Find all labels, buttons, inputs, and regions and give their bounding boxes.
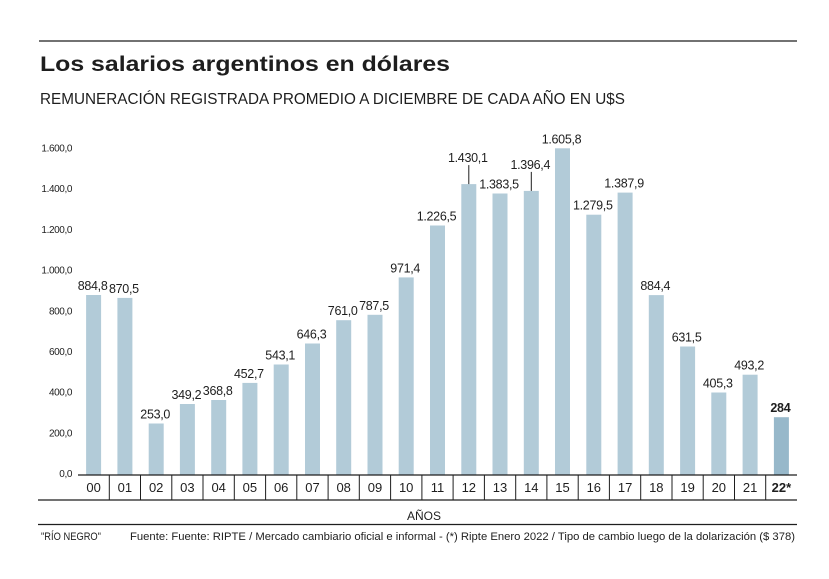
value-label: 884,8	[78, 279, 108, 293]
value-label: 884,4	[640, 279, 670, 293]
value-label: 1.396,4	[510, 158, 550, 172]
category-labels: 00 01 02 03 04 05 06 07 08 09 10 11 12 13 14 15 16 17 18 19…	[86, 475, 792, 500]
x-tick-label: 03	[180, 480, 194, 495]
x-axis	[38, 474, 797, 501]
x-axis-title: AÑOS	[407, 509, 441, 523]
y-axis-ticks: 0,0 200,0 400,0 600,0 800,0 1.000,0 1.200,0 1.4…	[41, 144, 73, 481]
x-tick-label: 14	[524, 480, 538, 495]
x-tick-label: 15	[555, 480, 569, 495]
x-tick-label: 19	[680, 480, 694, 495]
bar-14	[523, 190, 539, 475]
bar-02	[148, 423, 164, 475]
value-label: 452,7	[234, 367, 264, 381]
bar-16	[586, 214, 602, 475]
x-tick-label: 20	[712, 480, 726, 495]
y-tick-label: 200,0	[49, 428, 73, 439]
bar-19	[680, 346, 696, 475]
value-label: 493,2	[734, 359, 764, 373]
value-label: 1.383,5	[479, 178, 519, 192]
y-tick-label: 600,0	[49, 347, 73, 358]
bar-17	[617, 192, 633, 475]
x-tick-label: 16	[587, 480, 601, 495]
x-tick-label: 21	[743, 480, 757, 495]
bar-15	[555, 148, 570, 476]
y-tick-label: 1.000,0	[41, 266, 72, 277]
x-tick-label: 06	[274, 480, 288, 495]
value-label: 1.279,5	[573, 199, 613, 213]
y-tick-label: 1.200,0	[41, 225, 72, 236]
footer-source: Fuente: Fuente: RIPTE / Mercado cambiari…	[130, 531, 795, 543]
y-tick-label: 800,0	[49, 306, 73, 317]
bar-00	[86, 295, 102, 475]
x-tick-label: 18	[649, 480, 663, 495]
value-label: 253,0	[140, 408, 170, 422]
footer-credit: "RÍO NEGRO"	[41, 530, 101, 543]
value-label: 405,3	[703, 377, 733, 391]
bar-09	[367, 314, 383, 475]
x-tick-label: 01	[118, 480, 132, 495]
bar-01	[117, 297, 133, 475]
bar-04	[211, 400, 227, 475]
chart-title: Los salarios argentinos en dólares	[40, 53, 450, 76]
y-tick-label: 1.600,0	[41, 144, 72, 155]
bar-05	[242, 382, 258, 475]
bar-03	[179, 404, 195, 475]
bar-22-estimate	[773, 417, 789, 475]
bar-11	[430, 225, 445, 475]
chart-subtitle: REMUNERACIÓN REGISTRADA PROMEDIO A DICIE…	[40, 88, 625, 108]
value-label: 543,1	[265, 349, 295, 363]
bars	[86, 148, 789, 476]
x-tick-label: 09	[368, 480, 382, 495]
bar-21	[742, 374, 758, 475]
value-label: 1.605,8	[542, 132, 582, 146]
bar-08	[336, 320, 352, 475]
x-tick-label: 02	[149, 480, 163, 495]
bar-13	[492, 193, 508, 475]
bar-07	[305, 343, 320, 475]
x-tick-label: 04	[211, 480, 225, 495]
value-label: 1.226,5	[417, 210, 457, 224]
value-label: 368,8	[203, 384, 233, 398]
value-label: 761,0	[328, 304, 358, 318]
value-label: 646,3	[297, 328, 327, 342]
y-tick-label: 1.400,0	[41, 184, 72, 195]
bar-06	[273, 364, 289, 475]
x-tick-label: 22*	[772, 480, 792, 495]
y-tick-label: 0,0	[59, 469, 73, 480]
value-label: 1.430,1	[448, 151, 488, 165]
value-label: 870,5	[109, 282, 139, 296]
x-tick-label: 12	[462, 480, 476, 495]
value-label: 787,5	[359, 299, 389, 313]
x-tick-label: 10	[399, 480, 413, 495]
bar-10	[398, 277, 414, 475]
x-tick-label: 08	[336, 480, 350, 495]
value-label: 1.387,9	[604, 177, 644, 191]
bar-20	[711, 392, 727, 475]
value-label: 284	[770, 401, 790, 415]
x-tick-label: 07	[305, 480, 319, 495]
x-tick-label: 13	[493, 480, 507, 495]
x-tick-label: 00	[86, 480, 100, 495]
value-label: 349,2	[172, 388, 202, 402]
x-tick-label: 11	[431, 480, 445, 495]
x-tick-label: 17	[618, 480, 632, 495]
x-tick-label: 05	[243, 480, 257, 495]
value-label: 971,4	[390, 261, 420, 275]
y-tick-label: 400,0	[49, 388, 73, 399]
value-label: 631,5	[672, 331, 702, 345]
bar-12	[461, 184, 477, 475]
bar-18	[648, 295, 664, 475]
